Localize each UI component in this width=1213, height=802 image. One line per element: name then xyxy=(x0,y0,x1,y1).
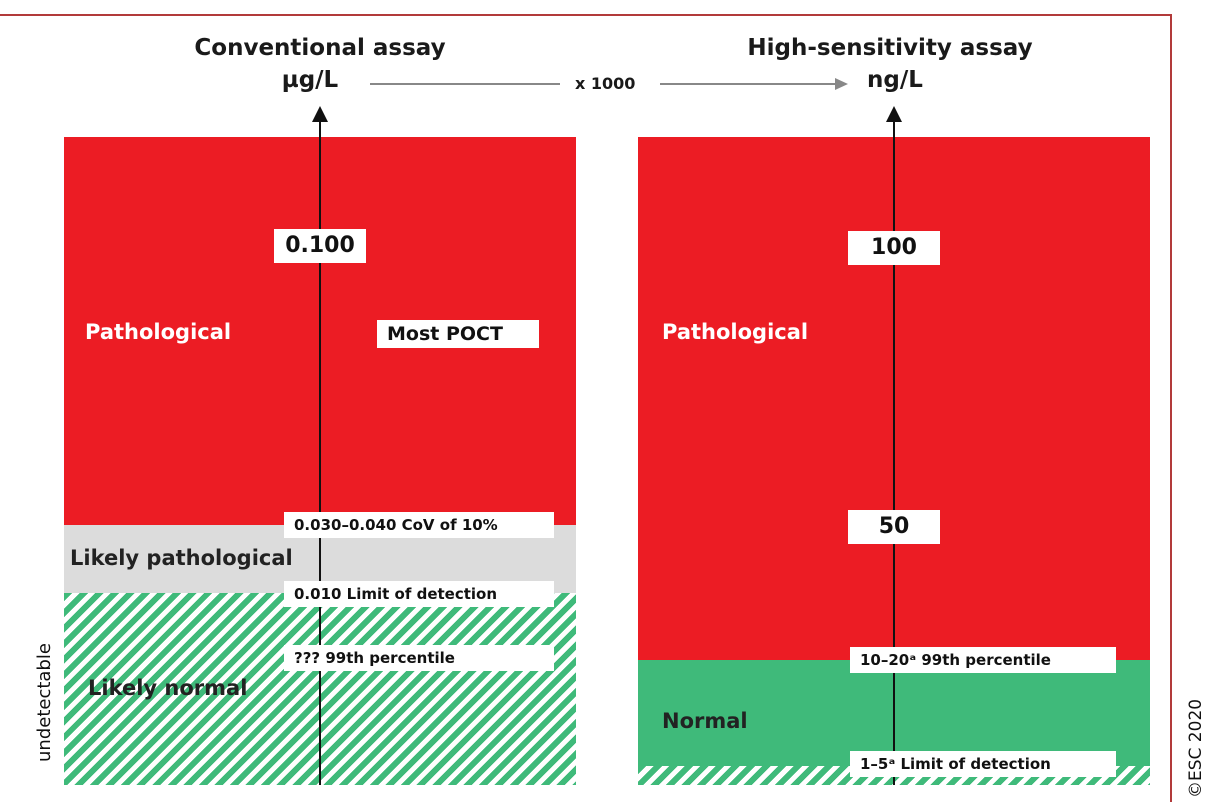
left-value-upper: 0.100 xyxy=(274,229,366,263)
right-axis xyxy=(893,118,895,785)
right-axis-arrow-icon xyxy=(886,106,902,122)
left-axis xyxy=(319,118,321,785)
right-value-upper: 100 xyxy=(848,231,940,265)
left-title: Conventional assay xyxy=(194,35,446,61)
left-region-likely-normal-label: Likely normal xyxy=(88,676,248,700)
right-title: High-sensitivity assay xyxy=(747,35,1033,61)
right-region-normal-label: Normal xyxy=(662,709,748,733)
right-label-p99: 10–20ᵃ 99th percentile xyxy=(850,647,1116,673)
frame-right-border xyxy=(1170,14,1172,802)
conversion-label: x 1000 xyxy=(575,74,636,93)
left-unit: µg/L xyxy=(281,67,339,93)
frame-top-border xyxy=(0,14,1172,16)
left-label-p99: ??? 99th percentile xyxy=(284,645,554,671)
right-unit: ng/L xyxy=(867,67,923,93)
right-label-lod: 1–5ᵃ Limit of detection xyxy=(850,751,1116,777)
right-value-mid: 50 xyxy=(848,510,940,544)
left-side-label: undetectable xyxy=(34,643,55,762)
left-label-lod: 0.010 Limit of detection xyxy=(284,581,554,607)
left-region-pathological-label: Pathological xyxy=(85,320,232,344)
conversion-arrow xyxy=(370,78,848,90)
left-axis-arrow-icon xyxy=(312,106,328,122)
copyright-label: ©ESC 2020 xyxy=(1186,698,1206,798)
arrow-head-icon xyxy=(835,78,848,90)
left-label-most-poct: Most POCT xyxy=(377,320,539,348)
left-label-cov: 0.030–0.040 CoV of 10% xyxy=(284,512,554,538)
right-region-pathological-label: Pathological xyxy=(662,320,809,344)
left-region-likely-pathological-label: Likely pathological xyxy=(70,546,293,570)
